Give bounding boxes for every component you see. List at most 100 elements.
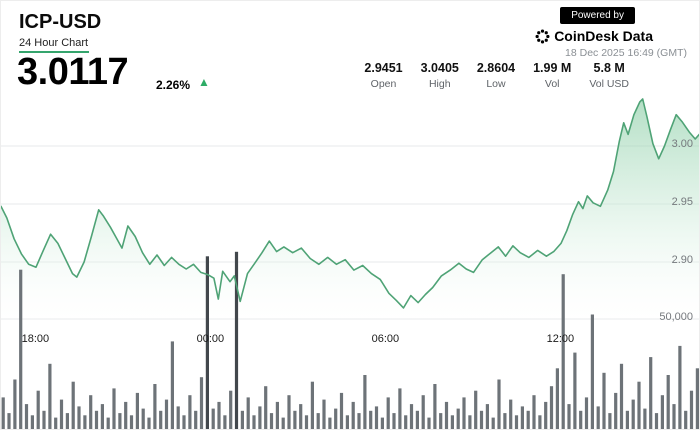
- volume-bar: [520, 406, 524, 429]
- coindesk-data-wordmark: CoinDesk Data: [554, 28, 653, 44]
- volume-bar: [637, 381, 641, 429]
- price-axis-label: 3.00: [671, 138, 693, 150]
- coindesk-data-icon: [535, 29, 550, 44]
- price-change-percent: 2.26%: [156, 78, 191, 92]
- current-price: 3.0117: [17, 51, 129, 93]
- volume-bar: [159, 410, 163, 429]
- volume-bar: [199, 377, 204, 429]
- price-line: [1, 98, 699, 309]
- stat-low: 2.8604 Low: [477, 61, 515, 90]
- volume-bar: [83, 415, 87, 429]
- volume-bar: [439, 413, 443, 429]
- volume-bar: [579, 410, 583, 429]
- stat-value: 2.8604: [476, 61, 516, 75]
- volume-bar: [258, 406, 262, 429]
- volume-bar: [135, 392, 139, 429]
- volume-bar: [24, 404, 29, 429]
- volume-bar: [357, 413, 361, 429]
- volume-bar: [415, 410, 419, 429]
- volume-bar: [404, 415, 408, 429]
- volume-bar: [100, 404, 104, 429]
- volume-bar: [164, 399, 169, 429]
- stat-label: High: [428, 78, 451, 90]
- volume-bar: [538, 415, 542, 429]
- volume-bar: [59, 399, 64, 429]
- volume-bar: [380, 417, 384, 429]
- volume-bar: [304, 415, 309, 429]
- volume-bar: [252, 415, 256, 429]
- stat-label: Open: [370, 78, 397, 90]
- coindesk-data-logo[interactable]: CoinDesk Data: [535, 28, 653, 44]
- volume-bar: [386, 397, 390, 429]
- volume-bar: [316, 413, 320, 429]
- volume-bar: [374, 406, 379, 429]
- time-axis-label: 12:00: [546, 333, 575, 345]
- volume-bar: [398, 388, 402, 429]
- price-axis-label: 2.95: [671, 196, 693, 208]
- volume-bar: [217, 401, 221, 429]
- volume-bar: [275, 401, 279, 429]
- powered-by-badge[interactable]: Powered by: [560, 7, 635, 24]
- stat-label: Vol: [544, 78, 560, 90]
- volume-bar: [54, 417, 58, 429]
- volume-bar: [89, 395, 93, 429]
- volume-bar: [281, 417, 285, 429]
- volume-bar: [532, 395, 536, 429]
- volume-bar: [421, 395, 425, 429]
- volume-bar: [561, 274, 565, 429]
- volume-bar: [147, 417, 151, 429]
- pair-title: ICP-USD: [19, 11, 102, 33]
- volume-bar: [188, 395, 192, 429]
- volume-bar: [544, 401, 548, 429]
- volume-bar: [77, 406, 81, 429]
- stat-open: 2.9451 Open: [364, 61, 402, 90]
- volume-bar: [666, 375, 670, 429]
- volume-bar: [36, 390, 40, 429]
- stats-row: 2.9451 Open 3.0405 High 2.8604 Low 1.99 M Vol 5.…: [364, 61, 629, 90]
- quote-timestamp: 18 Dec 2025 16:49 (GMT): [565, 47, 687, 59]
- volume-bar: [427, 417, 431, 429]
- stat-high: 3.0405 High: [421, 61, 459, 90]
- volume-bar: [112, 388, 116, 429]
- volume-bar: [269, 413, 274, 429]
- volume-bar: [310, 381, 314, 429]
- volume-bar: [229, 390, 233, 429]
- volume-bar: [409, 404, 414, 429]
- volume-bar: [293, 410, 297, 429]
- time-axis-label: 18:00: [21, 333, 50, 345]
- volume-bar: [643, 408, 647, 429]
- volume-bar: [567, 404, 571, 429]
- volume-bar: [456, 408, 460, 429]
- volume-bar: [118, 413, 122, 429]
- volume-bar: [141, 408, 145, 429]
- volume-bar: [654, 413, 659, 429]
- volume-bar: [596, 406, 600, 429]
- volume-bar: [503, 413, 507, 429]
- volume-bar: [223, 415, 227, 429]
- stat-value: 1.99 M: [533, 61, 572, 75]
- volume-bar: [450, 415, 454, 429]
- volume-bar: [514, 415, 519, 429]
- volume-bar: [479, 410, 484, 429]
- volume-bar: [299, 404, 303, 429]
- stat-value: 2.9451: [364, 61, 403, 75]
- stat-value: 5.8 M: [593, 61, 625, 75]
- price-axis-label: 2.90: [671, 254, 693, 266]
- volume-bar: [205, 256, 209, 429]
- stat-vol-usd: 5.8 M Vol USD: [589, 61, 629, 90]
- volume-bar: [491, 417, 495, 429]
- volume-bar: [631, 399, 635, 429]
- volume-bar: [689, 390, 694, 429]
- volume-bar: [240, 410, 244, 429]
- volume-bar: [71, 381, 75, 429]
- volume-bar: [392, 413, 396, 429]
- volume-bar: [590, 314, 594, 429]
- volume-bar: [129, 415, 134, 429]
- time-axis-label: 06:00: [371, 333, 400, 345]
- volume-bar: [176, 406, 180, 429]
- volume-bar: [322, 399, 326, 429]
- stat-label: Vol USD: [589, 78, 629, 90]
- volume-bar: [363, 375, 367, 429]
